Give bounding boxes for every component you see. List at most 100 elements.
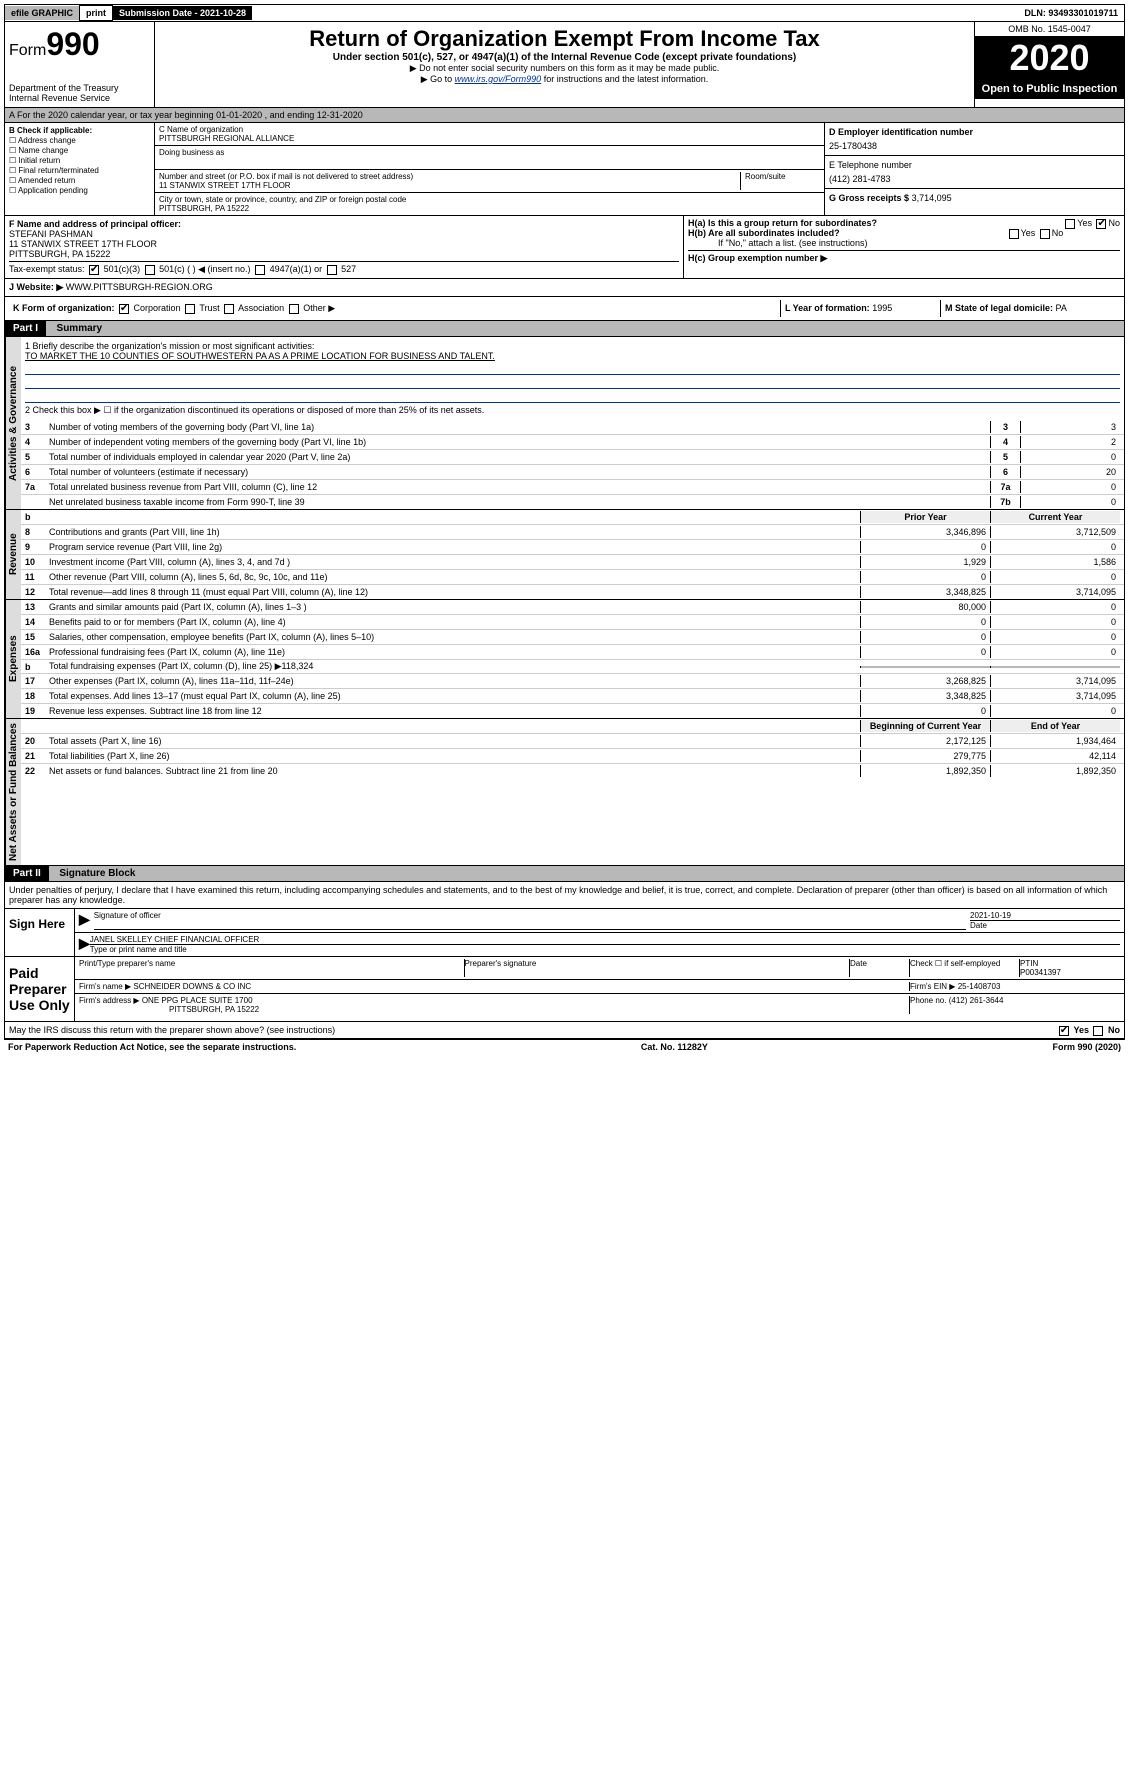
discuss-row: May the IRS discuss this return with the… <box>4 1022 1125 1039</box>
app-pending[interactable]: ☐ Application pending <box>9 186 150 195</box>
netassets-section: Net Assets or Fund Balances Beginning of… <box>4 719 1125 866</box>
room-label: Room/suite <box>740 172 820 190</box>
form-prefix: Form <box>9 42 46 59</box>
ha-yes[interactable] <box>1065 219 1075 229</box>
data-line: 14Benefits paid to or for members (Part … <box>21 615 1124 630</box>
c-name-label: C Name of organization <box>159 125 820 134</box>
data-line: 17Other expenses (Part IX, column (A), l… <box>21 674 1124 689</box>
firm-name: SCHNEIDER DOWNS & CO INC <box>133 982 251 991</box>
prior-year-hdr: Prior Year <box>860 511 990 523</box>
firm-addr2: PITTSBURGH, PA 15222 <box>79 1005 259 1014</box>
form-header: Form990 Department of the Treasury Inter… <box>4 22 1125 108</box>
section-d: D Employer identification number 25-1780… <box>824 123 1124 215</box>
form-note1: ▶ Do not enter social security numbers o… <box>159 63 970 74</box>
org-city: PITTSBURGH, PA 15222 <box>159 204 820 213</box>
trust-checkbox[interactable] <box>185 304 195 314</box>
prep-date-label: Date <box>850 959 910 977</box>
side-governance: Activities & Governance <box>5 337 21 509</box>
footer-right: Form 990 (2020) <box>1052 1042 1121 1052</box>
ha-no[interactable] <box>1096 219 1106 229</box>
firm-ein: 25-1408703 <box>958 982 1001 991</box>
gov-line: 6Total number of volunteers (estimate if… <box>21 465 1124 480</box>
firm-addr-label: Firm's address ▶ <box>79 996 140 1005</box>
begin-year-hdr: Beginning of Current Year <box>860 720 990 732</box>
hb-label: H(b) Are all subordinates included? <box>688 228 840 238</box>
ein-value: 25-1780438 <box>829 141 1120 151</box>
q2-label: 2 Check this box ▶ ☐ if the organization… <box>25 405 1120 416</box>
org-street: 11 STANWIX STREET 17TH FLOOR <box>159 181 740 190</box>
discuss-no[interactable] <box>1093 1026 1103 1036</box>
end-year-hdr: End of Year <box>990 720 1120 732</box>
officer-type-label: Type or print name and title <box>90 944 1120 954</box>
expenses-section: Expenses 13Grants and similar amounts pa… <box>4 600 1125 719</box>
top-bar: efile GRAPHIC print Submission Date - 20… <box>4 4 1125 22</box>
data-line: 10Investment income (Part VIII, column (… <box>21 555 1124 570</box>
officer-name: STEFANI PASHMAN <box>9 229 679 239</box>
part2-header: Part II Signature Block <box>4 866 1125 882</box>
data-line: 9Program service revenue (Part VIII, lin… <box>21 540 1124 555</box>
sign-here-block: Sign Here ▶ Signature of officer 2021-10… <box>4 909 1125 957</box>
discuss-yes[interactable] <box>1059 1026 1069 1036</box>
section-b: B Check if applicable: ☐ Address change … <box>5 123 155 215</box>
ein-label: D Employer identification number <box>829 127 1120 137</box>
data-line: 12Total revenue—add lines 8 through 11 (… <box>21 585 1124 599</box>
527-checkbox[interactable] <box>327 265 337 275</box>
gross-label: G Gross receipts $ <box>829 193 909 203</box>
hb-no[interactable] <box>1040 229 1050 239</box>
tax-year: 2020 <box>975 37 1124 79</box>
final-return[interactable]: ☐ Final return/terminated <box>9 166 150 175</box>
note2-pre: ▶ Go to <box>421 74 455 84</box>
revenue-section: Revenue b Prior Year Current Year 8Contr… <box>4 510 1125 600</box>
footer-left: For Paperwork Reduction Act Notice, see … <box>8 1042 296 1052</box>
hb-yes[interactable] <box>1009 229 1019 239</box>
self-employed[interactable]: Check ☐ if self-employed <box>910 959 1020 977</box>
sig-date-label: Date <box>970 920 1120 930</box>
501c3-checkbox[interactable] <box>89 265 99 275</box>
data-line: 21Total liabilities (Part X, line 26)279… <box>21 749 1124 764</box>
addr-change[interactable]: ☐ Address change <box>9 136 150 145</box>
instructions-link[interactable]: www.irs.gov/Form990 <box>455 74 542 84</box>
corp-checkbox[interactable] <box>119 304 129 314</box>
k-label: K Form of organization: <box>13 303 115 313</box>
data-line: 8Contributions and grants (Part VIII, li… <box>21 525 1124 540</box>
data-line: 11Other revenue (Part VIII, column (A), … <box>21 570 1124 585</box>
assoc-checkbox[interactable] <box>224 304 234 314</box>
initial-return[interactable]: ☐ Initial return <box>9 156 150 165</box>
print-button[interactable]: print <box>79 5 113 21</box>
firm-addr1: ONE PPG PLACE SUITE 1700 <box>142 996 253 1005</box>
sig-officer-label: Signature of officer <box>94 911 161 920</box>
arrow-icon: ▶ <box>79 911 90 930</box>
part1-title: Summary <box>49 321 111 336</box>
open-public: Open to Public Inspection <box>975 79 1124 99</box>
form-number: 990 <box>46 26 99 62</box>
data-line: 18Total expenses. Add lines 13–17 (must … <box>21 689 1124 704</box>
ptin-label: PTIN <box>1020 959 1120 968</box>
addr-label: Number and street (or P.O. box if mail i… <box>159 172 740 181</box>
page-footer: For Paperwork Reduction Act Notice, see … <box>4 1039 1125 1054</box>
data-line: 16aProfessional fundraising fees (Part I… <box>21 645 1124 660</box>
firm-phone: (412) 261-3644 <box>949 996 1004 1005</box>
officer-name-title: JANEL SKELLEY CHIEF FINANCIAL OFFICER <box>90 935 1120 944</box>
efile-label: efile GRAPHIC <box>5 6 79 20</box>
org-name: PITTSBURGH REGIONAL ALLIANCE <box>159 134 820 143</box>
other-checkbox[interactable] <box>289 304 299 314</box>
gov-line: 5Total number of individuals employed in… <box>21 450 1124 465</box>
part1-header: Part I Summary <box>4 321 1125 337</box>
governance-section: Activities & Governance 1 Briefly descri… <box>4 337 1125 510</box>
4947-checkbox[interactable] <box>255 265 265 275</box>
row-a: A For the 2020 calendar year, or tax yea… <box>4 108 1125 123</box>
hc-label: H(c) Group exemption number ▶ <box>688 253 827 263</box>
perjury-text: Under penalties of perjury, I declare th… <box>4 882 1125 909</box>
f-label: F Name and address of principal officer: <box>9 219 679 229</box>
phone-label: Phone no. <box>910 996 946 1005</box>
amended-return[interactable]: ☐ Amended return <box>9 176 150 185</box>
501c-checkbox[interactable] <box>145 265 155 275</box>
dept-label: Department of the Treasury Internal Reve… <box>9 83 150 103</box>
form-title: Return of Organization Exempt From Incom… <box>159 26 970 52</box>
name-change[interactable]: ☐ Name change <box>9 146 150 155</box>
gov-line: Net unrelated business taxable income fr… <box>21 495 1124 509</box>
data-line: 19Revenue less expenses. Subtract line 1… <box>21 704 1124 718</box>
gov-line: 7aTotal unrelated business revenue from … <box>21 480 1124 495</box>
current-year-hdr: Current Year <box>990 511 1120 523</box>
footer-mid: Cat. No. 11282Y <box>641 1042 708 1052</box>
